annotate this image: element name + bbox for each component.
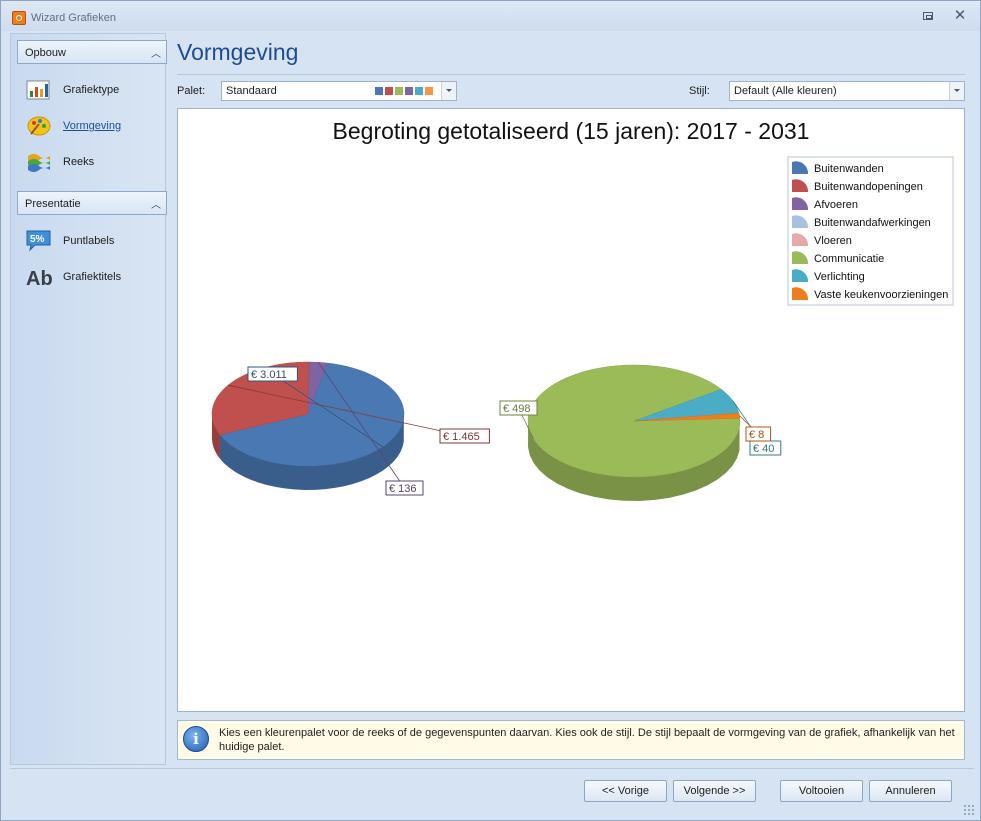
data-label: € 40 [753, 443, 774, 455]
data-label-connector [317, 362, 405, 489]
chevron-up-icon[interactable]: ︿ [151, 200, 161, 211]
palette-icon [27, 116, 51, 136]
legend-marker [792, 179, 809, 192]
data-label-connector [272, 373, 383, 448]
sidebar: Opbouw ︿ Grafiektype Vormgeving [10, 33, 167, 765]
palette-swatch [385, 87, 393, 95]
legend-label: Buitenwandopeningen [814, 181, 923, 193]
data-label: € 8 [749, 429, 764, 441]
group-header-label: Opbouw [25, 47, 66, 59]
sidebar-item-grafiektype[interactable]: Grafiektype [25, 78, 165, 102]
cancel-button[interactable]: Annuleren [869, 780, 952, 802]
chart-legend: Buitenwanden Buitenwandopeningen Afvoeren B… [787, 156, 954, 306]
window-title: Wizard Grafieken [31, 12, 116, 24]
footer-divider [10, 768, 974, 769]
palette-swatch [425, 87, 433, 95]
point-labels-icon-text: 5% [30, 234, 45, 245]
data-label-box [499, 400, 538, 416]
back-button[interactable]: << Vorige [584, 780, 667, 802]
group-header-presentatie[interactable]: Presentatie ︿ [17, 191, 167, 215]
data-label-box [385, 480, 424, 496]
chart-pies: € 3.011 € 1.465 € 136 € 498 € 40 € 8 [211, 361, 782, 501]
title-bar[interactable]: Wizard Grafieken ✕ [1, 1, 980, 31]
sidebar-item-label: Grafiektype [63, 84, 120, 96]
palette-swatch [405, 87, 413, 95]
sidebar-item-label: Reeks [63, 156, 95, 168]
chevron-up-icon[interactable]: ︿ [151, 49, 161, 60]
legend-marker [792, 287, 809, 300]
page-title: Vormgeving [177, 39, 299, 65]
palette-swatch [415, 87, 423, 95]
data-label: € 1.465 [443, 431, 480, 443]
series-icon [28, 154, 50, 172]
sidebar-item-label: Grafiektitels [63, 271, 122, 283]
info-icon: i [183, 726, 209, 752]
data-label-connector [228, 384, 465, 437]
sidebar-item-label: Puntlabels [63, 235, 115, 247]
palet-dropdown[interactable]: Standaard [221, 81, 457, 101]
next-button[interactable]: Volgende >> [673, 780, 756, 802]
sidebar-item-vormgeving[interactable]: Vormgeving [25, 114, 165, 138]
palette-swatch [375, 87, 383, 95]
restore-icon[interactable] [923, 12, 933, 20]
stijl-dropdown[interactable]: Default (Alle kleuren) [729, 81, 965, 101]
pie-chart: Begroting getotaliseerd (15 jaren): 2017… [211, 118, 954, 501]
legend-label: Communicatie [814, 253, 884, 265]
pie-slice [633, 412, 741, 422]
legend-marker [792, 269, 809, 282]
data-label: € 136 [389, 483, 417, 495]
chart-title: Begroting getotaliseerd (15 jaren): 2017… [333, 118, 810, 144]
point-labels-icon: 5% [26, 230, 51, 252]
legend-label: Buitenwandafwerkingen [814, 217, 931, 229]
legend-marker [792, 251, 809, 264]
data-label-box [745, 426, 772, 442]
chart-titles-icon: Ab [26, 268, 53, 289]
chevron-down-icon[interactable] [441, 82, 456, 100]
legend-box [787, 156, 954, 306]
sidebar-item-label: Vormgeving [63, 120, 122, 132]
group-header-label: Presentatie [25, 198, 81, 210]
chart-type-icon [26, 80, 50, 100]
data-label-box [439, 428, 490, 444]
app-icon [12, 11, 26, 25]
sidebar-item-reeks[interactable]: Reeks [25, 150, 165, 174]
stijl-value: Default (Alle kleuren) [734, 85, 837, 97]
chart-titles-icon-text: Ab [26, 268, 53, 289]
pie-side [212, 414, 220, 459]
palet-value: Standaard [226, 85, 277, 97]
data-label: € 498 [503, 403, 531, 415]
chart-preview: Begroting getotaliseerd (15 jaren): 2017… [177, 108, 965, 712]
pie-side [219, 417, 404, 490]
close-icon[interactable]: ✕ [953, 7, 967, 24]
legend-label: Verlichting [814, 271, 865, 283]
legend-marker [792, 215, 809, 228]
sidebar-item-puntlabels[interactable]: 5% Puntlabels [25, 229, 165, 253]
legend-marker [792, 233, 809, 246]
palet-swatches [375, 87, 435, 95]
legend-label: Buitenwanden [814, 163, 884, 175]
palette-swatch [395, 87, 403, 95]
sidebar-item-grafiektitels[interactable]: Ab Grafiektitels [25, 265, 165, 289]
divider [177, 74, 965, 75]
data-label-box [247, 366, 298, 382]
info-text: Kies een kleurenpalet voor de reeks of d… [219, 727, 955, 753]
legend-marker [792, 161, 809, 174]
stijl-label: Stijl: [689, 85, 710, 97]
pie-side [528, 423, 740, 501]
legend-label: Vloeren [814, 235, 852, 247]
info-panel: i Kies een kleurenpalet voor de reeks of… [177, 720, 965, 760]
legend-label: Afvoeren [814, 199, 858, 211]
legend-marker [792, 197, 809, 210]
finish-button[interactable]: Voltooien [780, 780, 863, 802]
resize-grip-icon[interactable] [963, 804, 975, 816]
legend-label: Vaste keukenvoorzieningen [814, 289, 948, 301]
data-label: € 3.011 [251, 369, 287, 381]
palet-label: Palet: [177, 85, 206, 97]
chevron-down-icon[interactable] [949, 82, 964, 100]
group-header-opbouw[interactable]: Opbouw ︿ [17, 40, 167, 64]
